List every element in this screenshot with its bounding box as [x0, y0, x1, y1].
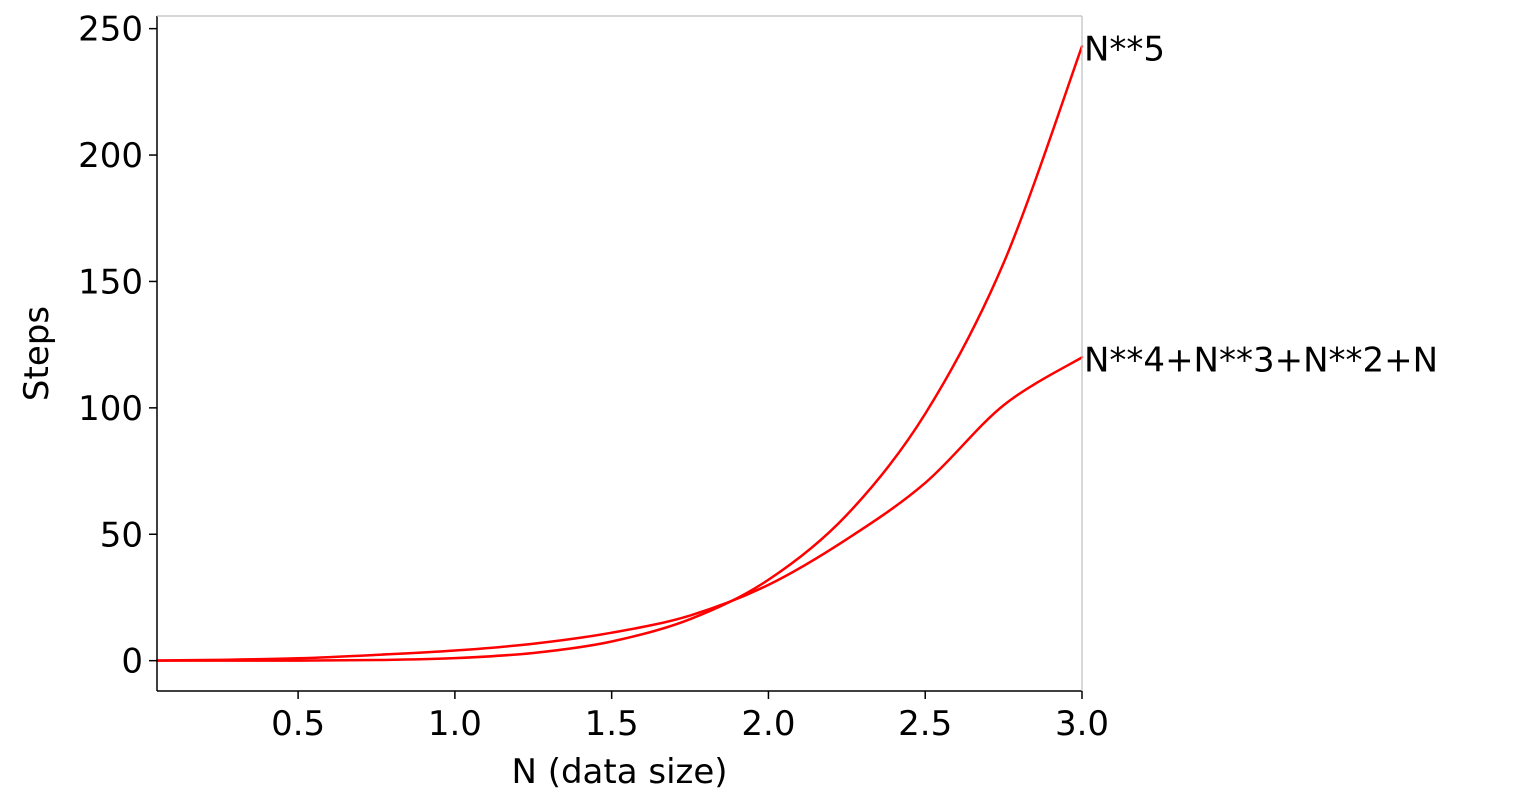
series-annotation-2: N**4+N**3+N**2+N — [1084, 340, 1438, 380]
y-axis-label: Steps — [17, 306, 57, 401]
y-tick-label: 150 — [78, 262, 143, 302]
x-tick-label: 2.0 — [741, 704, 795, 744]
x-tick-label: 1.0 — [428, 704, 482, 744]
series-line-1 — [155, 45, 1084, 662]
axes-layer: 0.5 1.0 1.5 2.0 2.5 3.0 0 50 100 150 200 250 — [78, 10, 1109, 744]
y-tick-label: 50 — [100, 515, 143, 555]
series-line-2 — [155, 356, 1084, 662]
x-tick-label: 2.5 — [898, 704, 952, 744]
y-tick-label: 250 — [78, 10, 143, 50]
x-tick-label: 3.0 — [1055, 704, 1109, 744]
y-tick-label: 0 — [121, 642, 143, 682]
y-tick-label: 200 — [78, 136, 143, 176]
y-tick-label: 100 — [78, 389, 143, 429]
x-tick-label: 1.5 — [585, 704, 639, 744]
series-annotation-1: N**5 — [1084, 29, 1165, 69]
series-layer — [155, 45, 1084, 662]
annotation-layer: N**5 N**4+N**3+N**2+N — [1084, 29, 1438, 380]
x-axis-label: N (data size) — [511, 752, 727, 789]
x-tick-label: 0.5 — [271, 704, 325, 744]
